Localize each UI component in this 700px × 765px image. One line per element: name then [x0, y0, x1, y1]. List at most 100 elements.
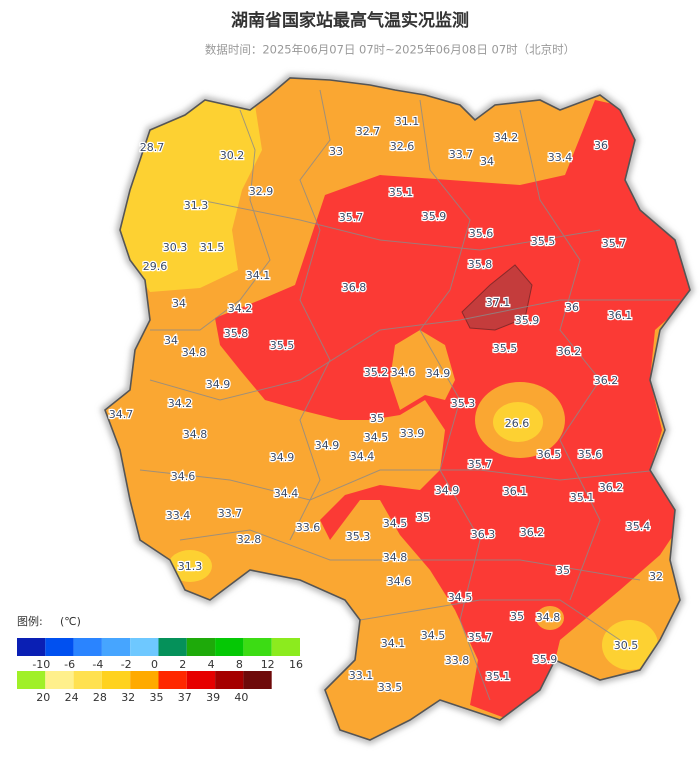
station-value: 35.1 — [486, 670, 511, 683]
title: 湖南省国家站最高气温实况监测 — [231, 10, 469, 31]
station-value: 35.1 — [570, 491, 595, 504]
legend-swatch — [158, 638, 187, 656]
station-value: 34 — [480, 155, 494, 168]
subtitle: 数据时间：2025年06月07日 07时~2025年06月08日 07时（北京时… — [205, 43, 575, 57]
station-value: 34.9 — [270, 451, 295, 464]
station-value: 35.5 — [270, 339, 295, 352]
station-value: 32.9 — [249, 185, 274, 198]
station-value: 35.7 — [468, 458, 493, 471]
legend-label: 28 — [93, 691, 107, 704]
station-value: 35.8 — [468, 258, 493, 271]
station-value: 35.6 — [578, 448, 603, 461]
station-value: 35 — [556, 564, 570, 577]
station-value: 34.1 — [381, 637, 406, 650]
station-value: 32.8 — [237, 533, 262, 546]
station-value: 34.9 — [435, 484, 460, 497]
station-value: 30.2 — [220, 149, 245, 162]
station-value: 34.5 — [448, 591, 473, 604]
legend-swatch — [271, 638, 300, 656]
station-value: 32.6 — [390, 140, 415, 153]
legend-label: -10 — [32, 658, 50, 671]
station-value: 34.2 — [168, 397, 193, 410]
station-value: 36 — [565, 301, 579, 314]
station-value: 34.2 — [228, 302, 253, 315]
station-value: 36.1 — [503, 485, 528, 498]
station-value: 35.6 — [469, 227, 494, 240]
station-value: 34.8 — [183, 428, 208, 441]
legend-swatch — [215, 671, 244, 689]
legend-label: 4 — [208, 658, 215, 671]
station-value: 31.3 — [184, 199, 209, 212]
legend-label: 39 — [206, 691, 220, 704]
legend-label: 40 — [234, 691, 248, 704]
station-value: 33.7 — [449, 148, 474, 161]
station-labels: 28.730.232.731.132.633 33.734.234 33.43632… — [108, 114, 665, 696]
station-value: 34.5 — [364, 431, 389, 444]
station-value: 34.9 — [206, 378, 231, 391]
legend-swatch — [243, 638, 272, 656]
legend-label: 32 — [121, 691, 135, 704]
station-value: 26.6 — [505, 417, 530, 430]
station-value: 33.9 — [400, 427, 425, 440]
legend-label: -6 — [64, 658, 75, 671]
station-value: 34 — [172, 297, 186, 310]
legend-label: 0 — [151, 658, 158, 671]
zone-orange — [536, 606, 564, 630]
station-value: 34 — [164, 334, 178, 347]
station-value: 33.7 — [218, 507, 243, 520]
station-value: 34.7 — [109, 408, 134, 421]
station-value: 33.1 — [349, 669, 374, 682]
station-value: 37.1 — [486, 296, 511, 309]
station-value: 34.9 — [426, 367, 451, 380]
legend-swatch — [101, 671, 131, 689]
station-value: 32 — [649, 570, 663, 583]
station-value: 34.8 — [182, 346, 207, 359]
map — [100, 73, 695, 745]
station-value: 36.5 — [537, 448, 562, 461]
station-value: 34.8 — [383, 551, 408, 564]
zone-yellow — [110, 95, 262, 292]
legend-label: 37 — [178, 691, 192, 704]
station-value: 28.7 — [140, 141, 165, 154]
legend-label: 24 — [65, 691, 79, 704]
legend-swatch — [215, 638, 244, 656]
station-value: 34.2 — [494, 131, 519, 144]
station-value: 31.5 — [200, 241, 225, 254]
province-outline — [104, 77, 691, 741]
legend-swatch — [243, 671, 272, 689]
station-value: 35 — [416, 511, 430, 524]
legend-swatch — [45, 671, 74, 689]
station-value: 30.5 — [614, 639, 639, 652]
station-value: 35.7 — [339, 211, 364, 224]
station-value: 35.9 — [422, 210, 447, 223]
station-value: 35.8 — [224, 327, 249, 340]
legend-swatch — [101, 638, 131, 656]
legend-swatch — [158, 671, 187, 689]
legend-swatch — [186, 638, 216, 656]
station-value: 36.1 — [608, 309, 633, 322]
station-value: 34.4 — [274, 487, 299, 500]
legend-label: 12 — [261, 658, 275, 671]
station-value: 33.6 — [296, 521, 321, 534]
legend-label: -4 — [92, 658, 103, 671]
station-value: 34.4 — [350, 450, 375, 463]
station-value: 34.8 — [536, 611, 561, 624]
station-value: 34.9 — [315, 439, 340, 452]
zone-yellow — [602, 620, 658, 670]
station-value: 31.1 — [395, 115, 420, 128]
station-value: 33.4 — [166, 509, 191, 522]
station-value: 34.6 — [171, 470, 196, 483]
legend-label: 8 — [236, 658, 243, 671]
legend-unit: (℃) — [60, 615, 81, 628]
station-value: 29.6 — [143, 260, 168, 273]
legend-swatch — [45, 638, 74, 656]
station-value: 36.2 — [594, 374, 619, 387]
station-value: 31.3 — [178, 560, 203, 573]
station-value: 35.5 — [531, 235, 556, 248]
legend-label: 20 — [36, 691, 50, 704]
legend-label: 35 — [150, 691, 164, 704]
station-value: 36.3 — [471, 528, 496, 541]
station-value: 36 — [594, 139, 608, 152]
